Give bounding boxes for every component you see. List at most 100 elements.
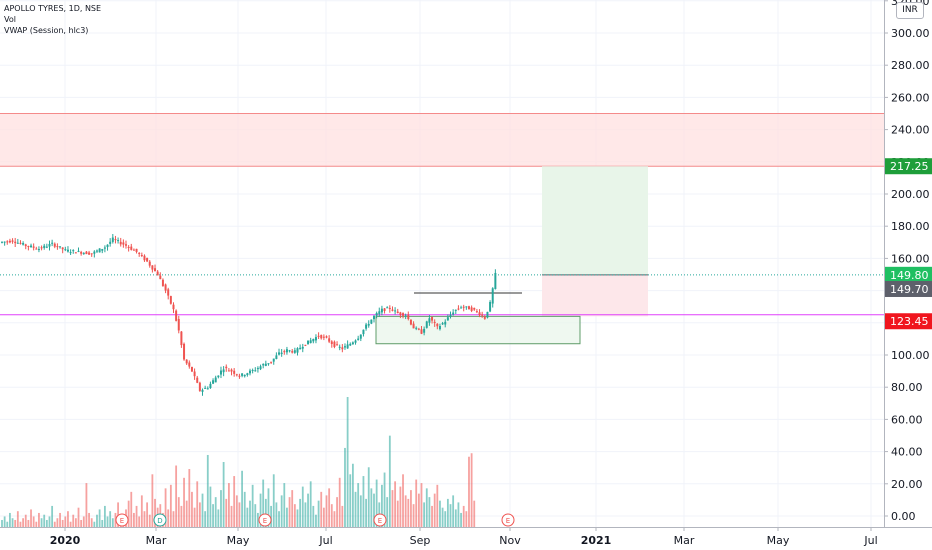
event-marker-label: E [506, 517, 510, 525]
candle [138, 252, 141, 254]
volume-bar [217, 509, 220, 527]
volume-bar [275, 502, 278, 527]
stop-zone[interactable] [542, 274, 648, 317]
volume-bar [370, 488, 373, 527]
volume-bar [241, 470, 243, 527]
candle [285, 349, 288, 353]
candle [288, 350, 291, 352]
candle [30, 245, 33, 248]
volume-bar [407, 498, 410, 527]
candle [233, 370, 236, 374]
y-tick-label: 100.00 [891, 349, 930, 362]
candle [354, 340, 357, 343]
candle [175, 310, 178, 321]
candle [51, 242, 54, 244]
volume-bar [222, 462, 225, 527]
candle [283, 351, 286, 353]
volume-bar [61, 519, 64, 527]
candle [93, 251, 96, 254]
earnings-marker[interactable] [115, 513, 129, 527]
volume-bar [127, 500, 130, 527]
resistance-zone[interactable] [0, 113, 884, 167]
volume-bar [72, 514, 75, 527]
candle [219, 370, 222, 375]
candle [11, 240, 14, 242]
currency-badge[interactable]: INR [896, 2, 924, 19]
volume-bar [460, 512, 462, 527]
candle [357, 338, 360, 340]
volume-bar [338, 477, 341, 527]
candle [396, 311, 399, 314]
candle [349, 343, 352, 346]
candle [486, 311, 489, 318]
volume-bar [312, 505, 315, 527]
chart-legend: APOLLO TYRES, 1D, NSE Vol VWAP (Session,… [4, 3, 101, 36]
volume-bar [96, 514, 98, 527]
candle [117, 240, 120, 242]
candle [362, 329, 365, 335]
volume-bar [77, 507, 80, 527]
candle [251, 370, 254, 372]
candle [19, 242, 22, 244]
volume-bar [388, 435, 391, 527]
candle [399, 312, 402, 315]
earnings-marker[interactable] [501, 513, 515, 527]
volume-bar [441, 507, 444, 527]
dividend-marker[interactable] [153, 513, 167, 527]
volume-bar [45, 519, 48, 527]
candle [462, 306, 465, 308]
volume-bar [48, 516, 51, 527]
volume-bar [449, 504, 452, 527]
candle [314, 337, 317, 341]
candle [338, 346, 341, 348]
price-badge[interactable] [885, 266, 932, 283]
candle [293, 350, 296, 353]
symbol-label[interactable]: APOLLO TYRES, 1D, NSE [4, 4, 102, 13]
candle [441, 323, 444, 325]
volume-bar [214, 497, 217, 527]
volume-bar [201, 493, 204, 527]
volume-bar [320, 491, 323, 527]
candle [35, 248, 38, 250]
earnings-marker[interactable] [258, 513, 272, 527]
candle [22, 242, 25, 245]
candle [491, 288, 494, 304]
y-tick-label: 300.00 [891, 27, 930, 40]
price-badge[interactable] [885, 280, 932, 297]
candle [206, 388, 209, 390]
volume-indicator-label[interactable]: Vol [4, 15, 16, 24]
vwap-indicator-label[interactable]: VWAP (Session, hlc3) [4, 26, 89, 35]
price-badge[interactable] [885, 313, 932, 330]
price-badge[interactable] [885, 158, 932, 175]
candle [146, 257, 149, 262]
support-box[interactable] [375, 315, 581, 345]
volume-bar [457, 502, 460, 527]
candle [169, 296, 172, 304]
volume-bar [191, 491, 193, 527]
candle [230, 369, 233, 372]
volume-bar [296, 509, 299, 527]
volume-bar [227, 483, 230, 527]
candle [375, 313, 378, 316]
volume-bar [291, 490, 294, 527]
volume-bar [354, 491, 357, 527]
target-zone[interactable] [542, 166, 648, 275]
volume-bar [220, 490, 222, 527]
volume-bar [381, 484, 383, 527]
candle [172, 304, 175, 310]
candle [143, 255, 146, 261]
volume-bar [111, 518, 114, 527]
volume-bar [209, 486, 212, 527]
volume-bar [341, 505, 344, 527]
candle [412, 323, 415, 329]
volume-bar [11, 518, 14, 527]
price-badge-label: 123.45 [890, 315, 929, 328]
earnings-marker[interactable] [373, 513, 387, 527]
candle [238, 375, 241, 377]
volume-bar [410, 490, 412, 527]
candle [370, 319, 373, 324]
volume-bar [425, 488, 428, 527]
candle [438, 325, 441, 330]
